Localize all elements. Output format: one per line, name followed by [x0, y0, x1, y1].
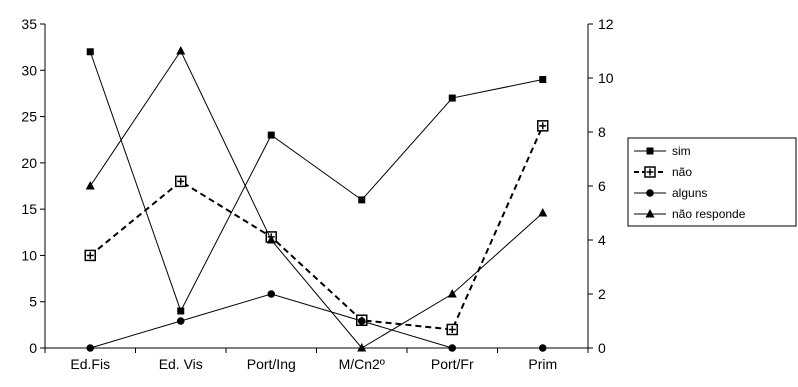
- series-2: [86, 290, 547, 352]
- x-tick-label: Ed. Vis: [159, 356, 203, 372]
- data-point: [86, 344, 95, 352]
- series-0: [86, 48, 547, 315]
- legend-label: não responde: [672, 207, 746, 221]
- legend-box: [627, 137, 797, 227]
- data-point: [538, 344, 547, 352]
- y-right-tick-label: 0: [598, 340, 606, 356]
- x-tick-label: Prim: [528, 356, 557, 372]
- legend-item: não responde: [634, 207, 746, 221]
- y-right-tick-label: 8: [598, 124, 606, 140]
- data-point: [446, 323, 458, 336]
- y-right-tick-label: 2: [598, 286, 606, 302]
- series-line: [90, 293, 543, 349]
- legend-marker: [646, 189, 654, 197]
- data-point: [177, 307, 185, 315]
- legend-label: não: [672, 165, 692, 179]
- legend-label: sim: [672, 144, 691, 158]
- y-right-tick-label: 4: [598, 232, 606, 248]
- data-point: [175, 175, 187, 188]
- data-point: [357, 343, 367, 352]
- data-point: [537, 120, 549, 132]
- y-left-tick-label: 0: [29, 340, 37, 356]
- legend-label: alguns: [672, 186, 707, 200]
- data-point: [267, 131, 275, 139]
- y-right-tick-label: 12: [598, 16, 614, 32]
- series-line: [89, 49, 544, 349]
- data-point: [85, 181, 95, 190]
- series-line: [89, 125, 544, 331]
- y-left-tick-label: 30: [21, 62, 37, 78]
- data-point: [538, 208, 548, 217]
- data-point: [267, 290, 276, 298]
- y-left-tick-label: 15: [21, 201, 37, 217]
- legend-marker: [644, 166, 656, 178]
- legend-item: sim: [634, 144, 691, 158]
- data-point: [447, 289, 457, 298]
- series-layer: [84, 46, 549, 352]
- y-right-tick-label: 6: [598, 178, 606, 194]
- y-left-tick-label: 5: [29, 294, 37, 310]
- y-left-tick-label: 35: [21, 16, 37, 32]
- y-right-tick-label: 10: [598, 70, 614, 86]
- legend: sim não alguns não responde: [627, 137, 797, 227]
- legend-marker: [645, 209, 655, 218]
- x-tick-label: Port/Fr: [431, 356, 474, 372]
- legend-item: não: [634, 165, 692, 179]
- legend-marker: [646, 147, 654, 155]
- data-point: [357, 317, 366, 325]
- x-tick-label: Ed.Fis: [70, 356, 110, 372]
- x-tick-label: Port/Ing: [247, 356, 296, 372]
- data-point: [266, 235, 276, 244]
- data-point: [539, 76, 547, 84]
- data-point: [84, 249, 96, 262]
- y-left-tick-label: 25: [21, 109, 37, 125]
- data-point: [176, 317, 185, 325]
- y-left-tick-label: 20: [21, 155, 37, 171]
- data-point: [448, 344, 457, 352]
- series-3: [85, 46, 548, 352]
- series-line: [89, 51, 543, 313]
- data-point: [448, 94, 456, 102]
- y-left-tick-label: 10: [21, 247, 37, 263]
- axes: 0 5 10 15 20 25 30 35 0 2 4 6 8 10 12 Ed.Fis Ed. Vis Port…: [21, 16, 613, 372]
- x-tick-label: M/Cn2º: [339, 356, 385, 372]
- data-point: [176, 46, 186, 55]
- data-point: [358, 196, 366, 204]
- legend-item: alguns: [634, 186, 707, 200]
- data-point: [86, 48, 94, 56]
- series-1: [84, 120, 549, 336]
